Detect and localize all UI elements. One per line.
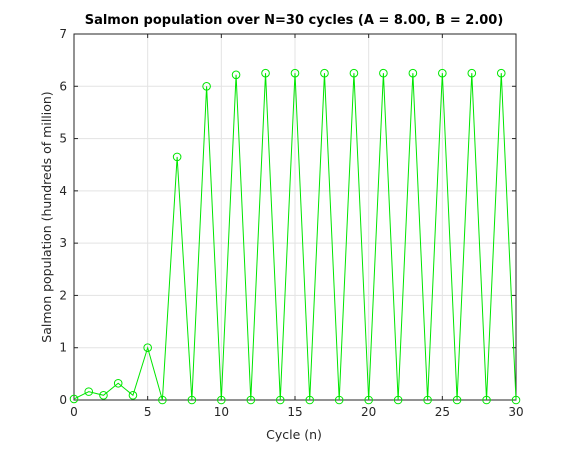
population-line [73, 73, 517, 401]
data-point-17 [320, 68, 329, 78]
y-tick-label-3: 3 [59, 236, 67, 250]
data-point-20 [364, 395, 373, 405]
data-point-4 [128, 390, 138, 400]
data-point-11 [231, 70, 241, 80]
data-point-10 [217, 395, 226, 405]
data-point-1 [84, 387, 94, 396]
data-point-23 [408, 68, 418, 78]
data-point-6 [158, 395, 167, 405]
data-point-29 [496, 68, 506, 78]
data-point-25 [438, 68, 447, 78]
data-point-0 [69, 394, 79, 404]
x-tick-label-4: 20 [361, 405, 376, 419]
y-tick-label-1: 1 [59, 341, 67, 355]
data-point-28 [482, 395, 491, 405]
tick-labels: 0 5 10 15 20 25 30 0 1 2 3 4 5 6 7 [59, 27, 523, 419]
y-axis-label: Salmon population (hundreds of million) [39, 91, 54, 342]
y-tick-label-4: 4 [59, 184, 67, 198]
data-point-24 [423, 395, 432, 405]
x-tick-label-2: 10 [214, 405, 229, 419]
x-tick-label-3: 15 [287, 405, 302, 419]
data-point-15 [290, 68, 300, 78]
chart-title: Salmon population over N=30 cycles (A = … [85, 13, 504, 28]
data-point-13 [261, 68, 270, 78]
x-tick-label-5: 25 [435, 405, 450, 419]
data-point-12 [246, 395, 256, 405]
x-tick-label-0: 0 [70, 405, 78, 419]
y-tick-label-6: 6 [59, 79, 67, 93]
data-point-27 [467, 68, 477, 78]
data-point-16 [305, 395, 315, 405]
data-series [69, 68, 521, 405]
data-point-21 [379, 68, 388, 78]
y-tick-label-0: 0 [59, 393, 67, 407]
data-point-2 [99, 390, 108, 400]
x-tick-label-6: 30 [508, 405, 523, 419]
grid [73, 33, 517, 401]
y-tick-label-2: 2 [59, 288, 67, 302]
data-point-9 [202, 81, 211, 91]
data-point-5 [143, 343, 152, 353]
x-tick-label-1: 5 [144, 405, 152, 419]
data-point-26 [452, 395, 462, 405]
y-tick-label-5: 5 [59, 132, 67, 146]
data-point-8 [187, 395, 197, 405]
data-point-18 [334, 395, 344, 405]
y-tick-label-7: 7 [59, 27, 67, 41]
data-point-19 [349, 68, 359, 78]
data-point-7 [172, 152, 182, 162]
data-point-22 [393, 395, 403, 405]
x-axis-label: Cycle (n) [266, 427, 322, 442]
data-point-30 [511, 395, 521, 405]
data-point-14 [275, 395, 285, 405]
data-point-3 [113, 378, 123, 388]
